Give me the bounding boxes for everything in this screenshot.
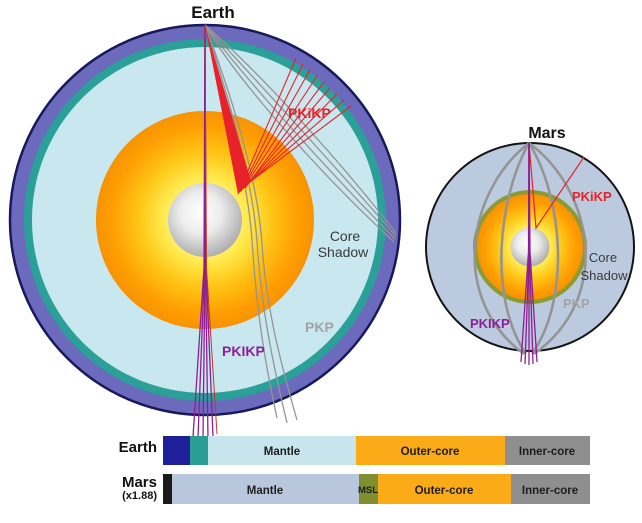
pkikp-fan xyxy=(237,57,352,195)
pkikp-ray xyxy=(237,57,297,195)
legend-bars: Earth Mantle Outer-core Inner-core Mars … xyxy=(119,436,590,504)
earth-title: Earth xyxy=(191,3,234,22)
earth-bar-segment-crust xyxy=(163,436,190,465)
pkikp-ray xyxy=(250,105,352,182)
mars-bar-inner-core-label: Inner-core xyxy=(522,485,578,497)
earth-bar-inner-core-label: Inner-core xyxy=(519,446,575,458)
mars-pkikp-transmitted-rays xyxy=(520,142,538,365)
earth-bar-segment-transition xyxy=(190,436,208,465)
pkikp-ray xyxy=(242,75,318,190)
mars-bar-label: Mars xyxy=(122,474,157,491)
pkikp-t-ray xyxy=(528,142,538,363)
mars-title: Mars xyxy=(528,125,565,142)
mars-bar-outer-core-label: Outer-core xyxy=(415,485,474,497)
mars-diagram: Mars PKiKP Core Shadow PKP PKIKP xyxy=(425,125,635,365)
earth-diagram: Earth xyxy=(8,3,402,440)
earth-bar-segment-mantle xyxy=(208,436,356,465)
earth-pkp-label: PKP xyxy=(305,319,334,335)
pkp-ray xyxy=(204,24,298,421)
earth-pkikp-transmitted-label: PKIKP xyxy=(222,343,265,359)
mars-bar-segment-crust xyxy=(163,474,172,504)
mars-pkikp-reflected-label: PKiKP xyxy=(572,189,612,204)
mars-pkikp-reflected-ray xyxy=(528,142,585,230)
earth-deep-red-ray xyxy=(204,24,218,435)
earth-bar-outer-core-label: Outer-core xyxy=(401,446,460,458)
earth-bar-row: Earth Mantle Outer-core Inner-core xyxy=(119,436,590,465)
pkp-ray xyxy=(204,24,397,234)
pkp-ray xyxy=(204,24,397,237)
mars-pkp-label: PKP xyxy=(563,296,590,311)
mars-pkp-rays xyxy=(473,141,587,356)
earth-core-shadow-label-1: Core xyxy=(330,228,361,244)
mars-bar-segment-mantle xyxy=(172,474,359,504)
earth-bar-mantle-label: Mantle xyxy=(264,446,300,458)
earth-bar-segment-outer-core xyxy=(356,436,505,465)
mars-bar-scale-note: (x1.88) xyxy=(122,490,157,502)
pkikp-ray xyxy=(245,87,331,187)
earth-bar-segment-inner-core xyxy=(505,436,590,465)
mars-bar-segment-inner-core xyxy=(511,474,590,504)
pkp-ray xyxy=(500,142,531,355)
pkikp-ray xyxy=(239,63,304,193)
pkp-ray xyxy=(204,24,288,424)
mars-bar-segment-outer-core xyxy=(378,474,511,504)
pkp-ray xyxy=(204,24,396,240)
earth-pkikp-reflected-label: PKiKP xyxy=(288,105,331,121)
pkikp-ray xyxy=(247,93,338,185)
mars-bar-mantle-label: Mantle xyxy=(247,485,283,497)
pkikp-ray xyxy=(244,81,325,189)
earth-bar-label: Earth xyxy=(119,439,157,456)
mars-bar-msl-label: MSL xyxy=(358,485,378,496)
pkp-ray xyxy=(473,141,530,356)
mars-core-shadow-label-2: Shadow xyxy=(581,268,629,283)
pkp-ray xyxy=(527,142,560,355)
mars-core-shadow-label-1: Core xyxy=(589,250,617,265)
mars-pkikp-transmitted-label: PKIKP xyxy=(470,316,510,331)
pkikp-downgoing-wedge xyxy=(205,25,251,194)
pkikp-ray xyxy=(248,99,345,184)
mars-bar-row: Mars (x1.88) Mantle MSL Outer-core Inner… xyxy=(122,474,590,504)
earth-pkikp-reflected-rays xyxy=(205,25,352,195)
earth-core-shadow-label-2: Shadow xyxy=(318,244,369,260)
pkp-ray xyxy=(528,141,587,356)
pkikp-ray xyxy=(240,69,311,192)
mars-bar-segment-msl xyxy=(359,474,378,504)
